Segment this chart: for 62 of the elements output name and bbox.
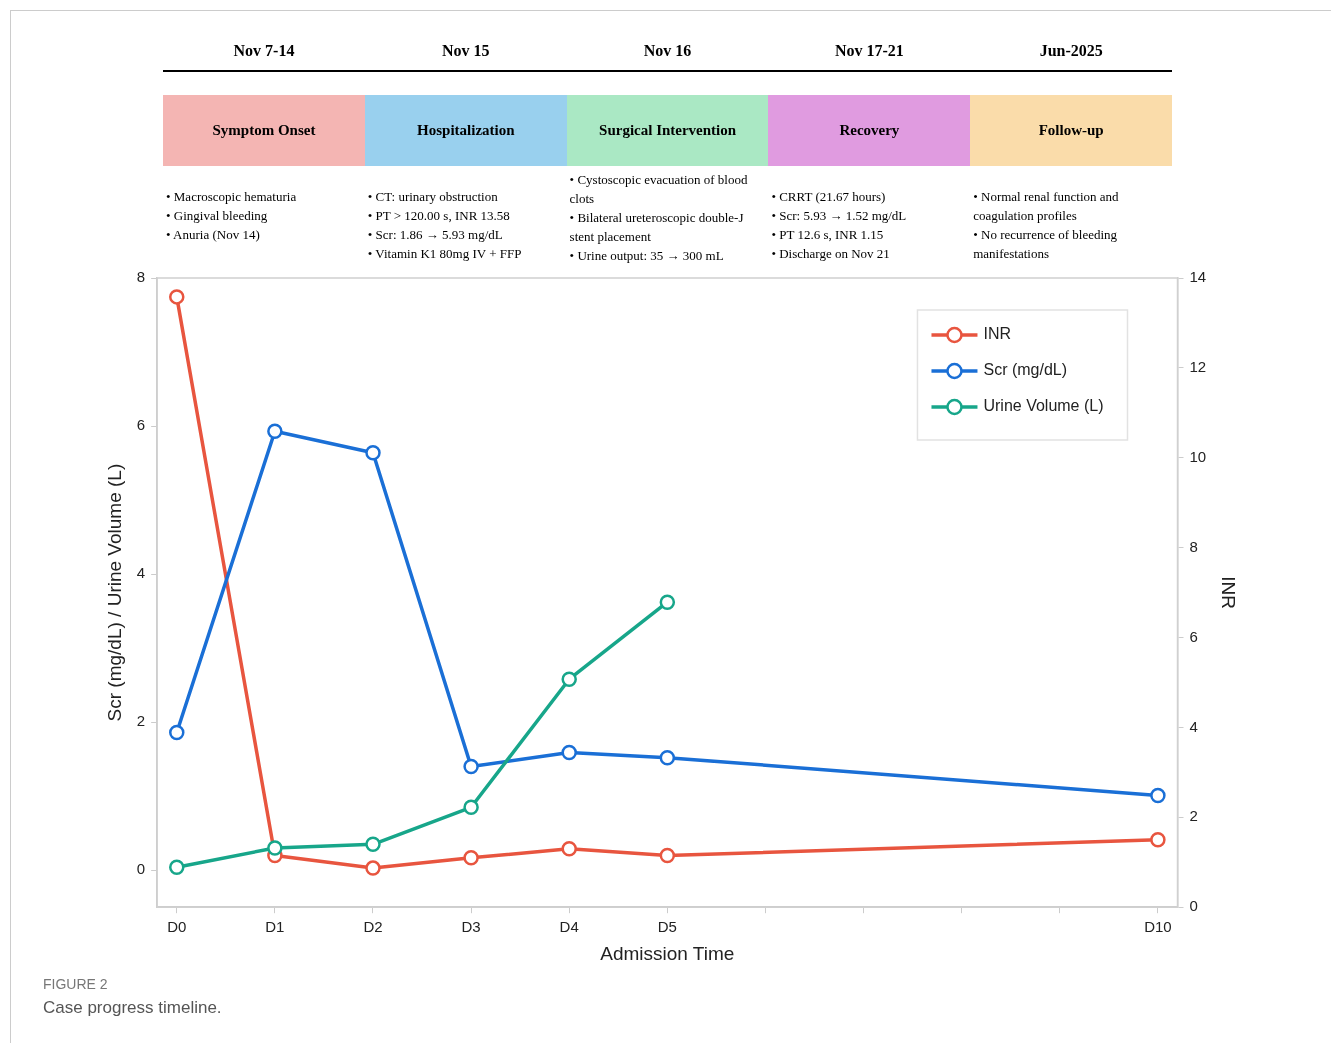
legend-label: Urine Volume (L): [983, 397, 1104, 415]
point: [463, 758, 479, 775]
point: [463, 850, 479, 866]
point: [463, 799, 479, 816]
point: [659, 847, 676, 864]
x-axis-title: Admission Time: [600, 942, 735, 964]
point: [1150, 787, 1166, 804]
text: Nov 7-14: [232, 42, 296, 60]
y2-tick-label: 12: [1189, 358, 1207, 376]
y2-tick-label: 4: [1189, 717, 1198, 735]
point: [1150, 832, 1166, 848]
text: • CT: urinary obstruction • PT > 120.00 s, INR 13.58 • Scr: 1.86 → 5.93 mg/dL • Vitamin K1 80mg IV + FFP: [367, 188, 523, 263]
point: [561, 841, 577, 857]
text: Nov 16: [642, 42, 693, 60]
text: Surgical Intervention: [566, 95, 769, 166]
text: Nov 17-21: [833, 42, 905, 60]
x-tick-label: D1: [265, 918, 285, 936]
y-tick-label: 4: [136, 564, 146, 582]
y2-tick-label: 8: [1189, 537, 1198, 555]
text: Jun-2025: [1038, 42, 1104, 60]
point: [561, 671, 577, 687]
caption: FIGURE 2: [43, 976, 108, 992]
point: [659, 749, 676, 766]
point: [365, 836, 381, 853]
text: Nov 15: [441, 42, 491, 60]
point: [169, 724, 185, 741]
legend-label: Scr (mg/dL): [983, 361, 1068, 379]
text: • Normal renal function and coagulation profiles • No recurrence of bleeding manifestations: [973, 188, 1120, 263]
point: [561, 744, 577, 761]
point: [267, 840, 283, 856]
point: [169, 859, 185, 875]
x-tick-label: D10: [1144, 918, 1172, 936]
point: [267, 423, 283, 439]
y-axis-title: Scr (mg/dL) / Urine Volume (L): [103, 463, 125, 722]
text: Hospitalization: [364, 95, 567, 166]
point: [365, 860, 381, 876]
y2-tick-label: 10: [1189, 447, 1207, 465]
text: • CRRT (21.67 hours) • Scr: 5.93 → 1.52 mg/dL • PT 12.6 s, INR 1.15 • Discharge on Nov 21: [771, 188, 908, 263]
text: Follow-up: [970, 95, 1173, 166]
y-tick-label: 2: [136, 712, 146, 730]
text: • Macroscopic hematuria • Gingival bleeding • Anuria (Nov 14): [166, 188, 298, 244]
x-tick-label: D5: [657, 918, 677, 936]
y2-tick-label: 2: [1189, 807, 1198, 825]
x-tick-label: D4: [559, 918, 579, 936]
x-tick-label: D3: [461, 918, 481, 936]
point: [659, 594, 676, 610]
y2-tick-label: 6: [1189, 627, 1198, 645]
y2-tick-label: 14: [1189, 268, 1207, 286]
y-tick-label: 0: [136, 860, 146, 878]
text: • Cystoscopic evacuation of blood clots • Bilateral ureteroscopic double-J stent placement • Urine output: 35 → 300 mL: [569, 171, 749, 265]
x-tick-label: D0: [167, 918, 187, 936]
point: [365, 444, 381, 461]
legend-label: INR: [983, 325, 1012, 343]
x-tick-label: D2: [363, 918, 383, 936]
y2-tick-label: 0: [1189, 897, 1198, 915]
y-tick-label: 6: [136, 416, 146, 434]
text: Case progress timeline.: [43, 998, 222, 1018]
point: [169, 289, 185, 305]
y-tick-label: 8: [136, 268, 146, 286]
y2-axis-title: INR: [1218, 576, 1240, 609]
text: Recovery: [768, 95, 971, 166]
text: Symptom Onset: [163, 95, 365, 166]
